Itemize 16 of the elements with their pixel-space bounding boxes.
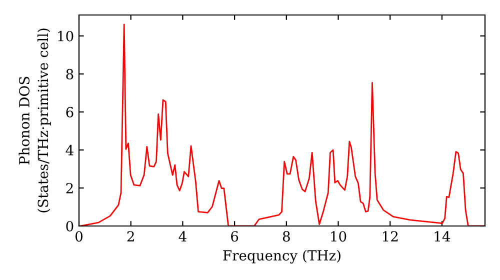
x-tick-label: 0 xyxy=(75,231,82,242)
x-tick-label: 14 xyxy=(434,231,450,242)
x-tick-label: 2 xyxy=(127,231,134,242)
x-axis-title: Frequency (THz) xyxy=(223,250,340,264)
y-tick-label: 4 xyxy=(66,144,74,156)
y-axis-title: Phonon DOS (States/THz·primitive cell) xyxy=(18,28,51,212)
y-tick-label: 2 xyxy=(66,182,73,194)
y-tick-label: 8 xyxy=(66,68,74,80)
x-tick-label: 10 xyxy=(331,231,346,242)
x-tick-label: 6 xyxy=(231,231,238,242)
x-tick-label: 4 xyxy=(178,231,186,242)
y-tick-label: 6 xyxy=(66,106,74,118)
x-tick-label: 12 xyxy=(382,231,398,242)
y-tick-label: 10 xyxy=(58,30,74,42)
x-tick-label: 8 xyxy=(282,231,290,242)
y-tick-label: 0 xyxy=(66,220,74,232)
